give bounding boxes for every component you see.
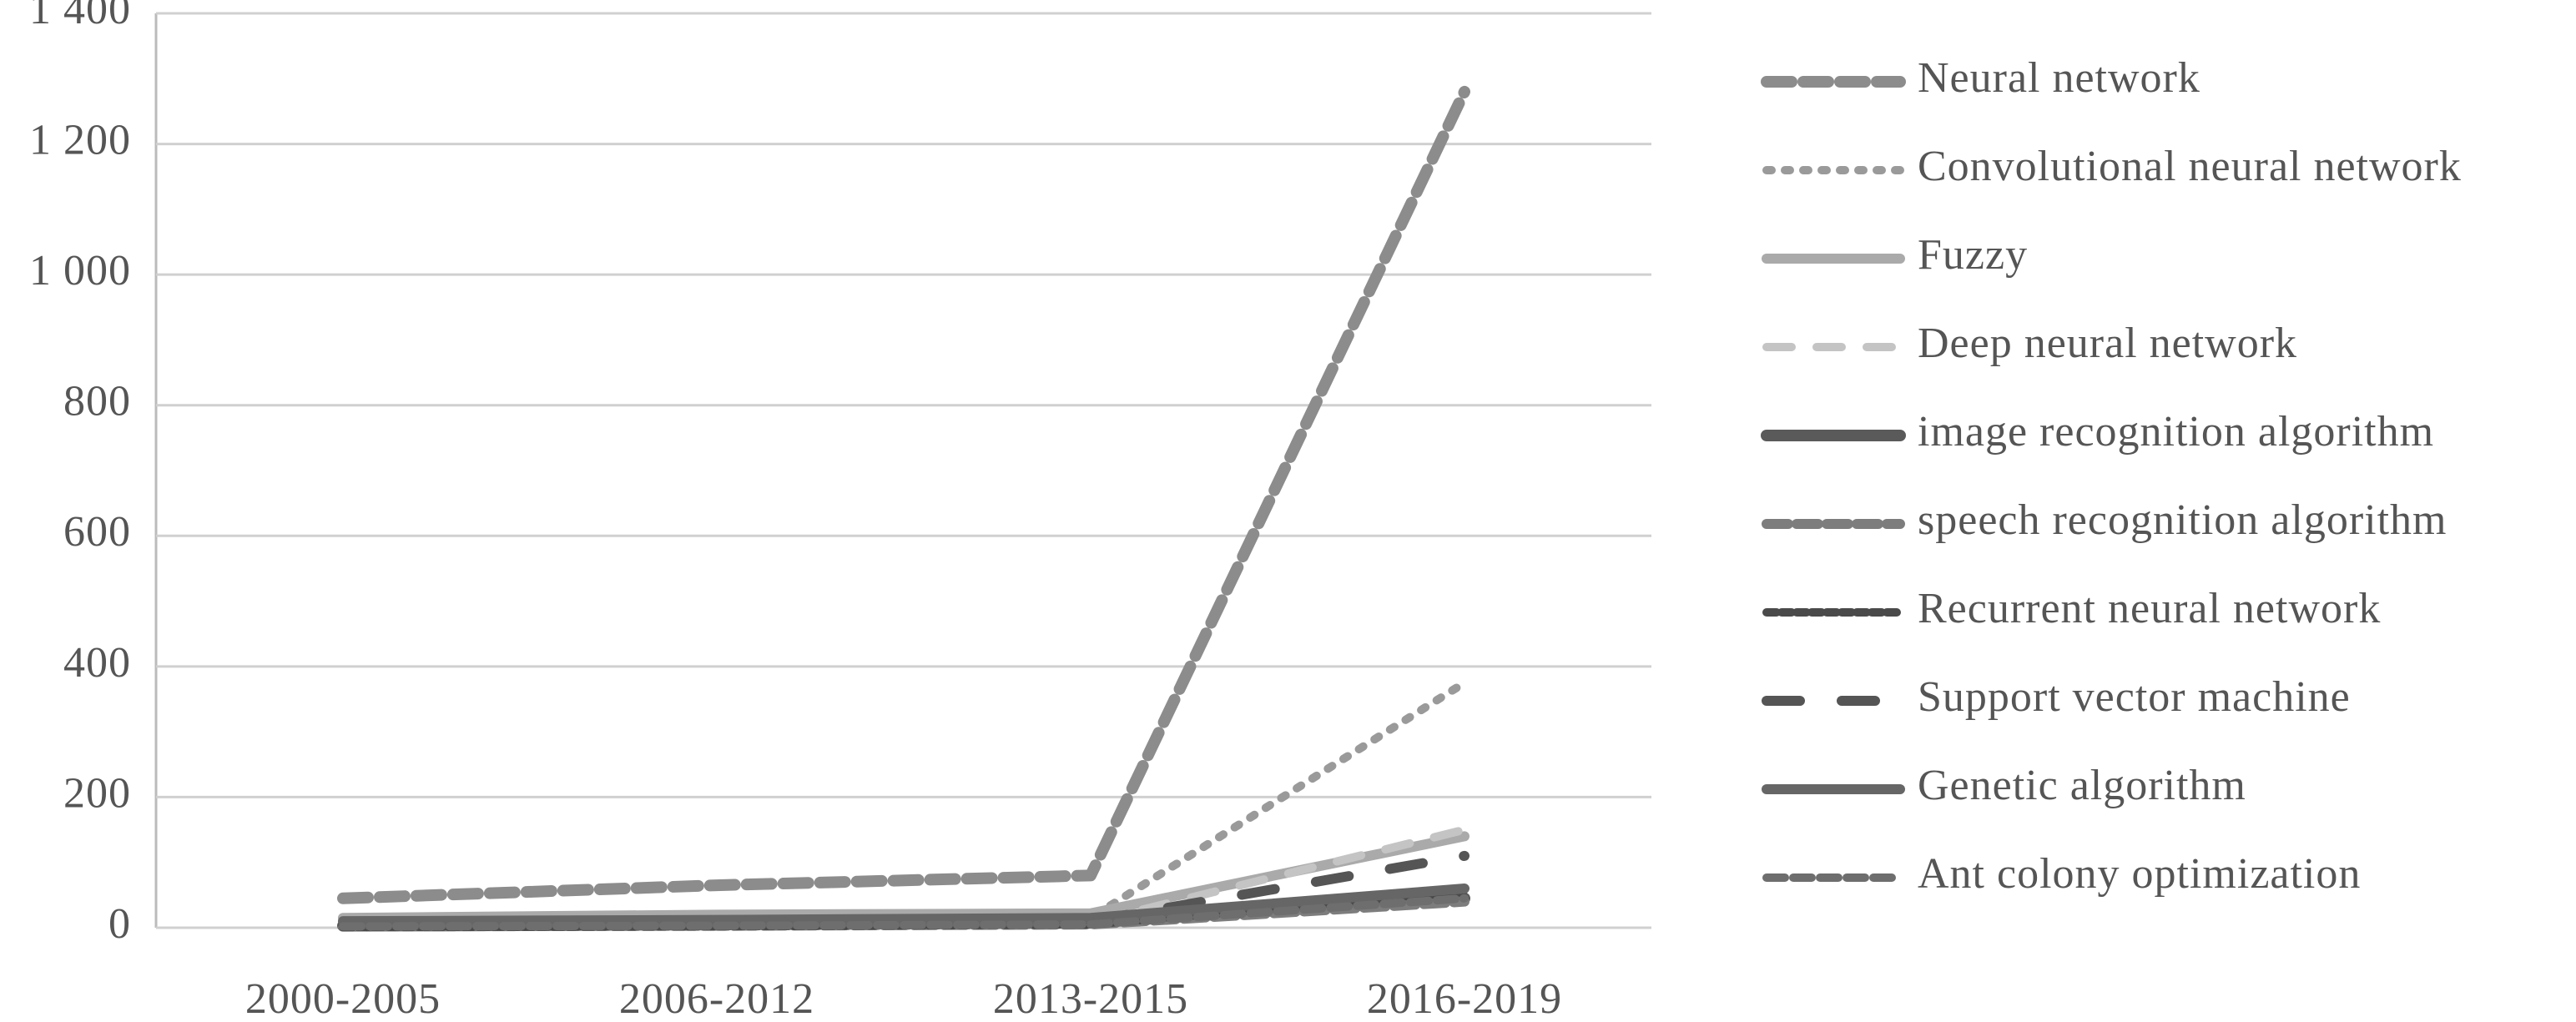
y-tick-label: 800 [63, 378, 131, 425]
x-tick-label: 2006-2012 [619, 975, 814, 1022]
legend-label: Convolutional neural network [1918, 143, 2462, 190]
legend-label: Deep neural network [1918, 320, 2297, 367]
line [337, 85, 1470, 904]
y-tick-label: 0 [108, 900, 131, 948]
legend-label: image recognition algorithm [1918, 408, 2434, 456]
legend-label: Fuzzy [1918, 231, 2028, 279]
y-tick-label: 600 [63, 508, 131, 556]
y-tick-label: 1 000 [29, 247, 131, 295]
legend-label: Neural network [1918, 54, 2200, 102]
line [338, 884, 1469, 927]
y-tick-label: 1 200 [29, 117, 131, 164]
y-tick-label: 1 400 [29, 0, 131, 33]
x-tick-label: 2016-2019 [1367, 975, 1562, 1022]
legend-label: Ant colony optimization [1918, 850, 2361, 898]
legend-label: speech recognition algorithm [1918, 496, 2447, 544]
y-tick-label: 400 [63, 639, 131, 687]
x-tick-label: 2000-2005 [245, 975, 441, 1022]
line [339, 894, 1469, 931]
legend-label: Support vector machine [1918, 673, 2351, 721]
legend-label: Genetic algorithm [1918, 762, 2246, 809]
y-tick-label: 200 [63, 769, 131, 817]
x-tick-label: 2013-2015 [993, 975, 1188, 1022]
legend-label: Recurrent neural network [1918, 585, 2381, 632]
